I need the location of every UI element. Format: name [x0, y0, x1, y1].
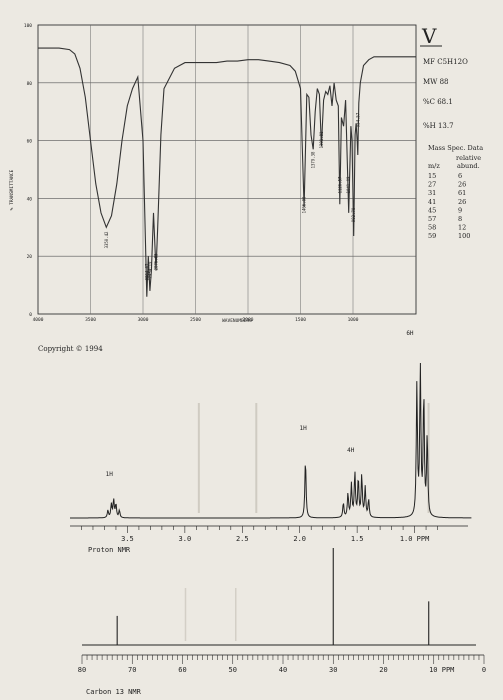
ir-peak-label: 2964.67: [144, 263, 149, 280]
mass-spec-mz: 27: [428, 181, 436, 189]
proton-integration-label: 6H: [406, 330, 414, 337]
proton-integration-label: 1H: [106, 471, 114, 478]
mass-spec-col2-line1: relative: [456, 154, 481, 162]
proton-nmr-spectrum-line: [70, 362, 472, 519]
ir-x-tick-label: 1000: [348, 317, 359, 323]
carbon-nmr-faint-grid: [82, 588, 476, 646]
proton-tick-label: 2.5: [236, 535, 249, 543]
ir-y-tick-label: 20: [27, 254, 33, 260]
mass-spec-mz: 41: [428, 198, 436, 206]
proton-nmr-integrations: 1H 1H 4H 6H: [106, 330, 414, 478]
hydrogen-percent: %H 13.7: [423, 122, 454, 130]
ir-peak-label: 2876.03: [154, 253, 159, 270]
proton-tick-label: 3.5: [121, 535, 134, 543]
ir-peak-label: 1466.00: [302, 196, 307, 213]
mass-spec-mz: 57: [428, 215, 436, 223]
mass-spec-rows: 15 6 27 26 31 61 41 26 45 9 57 8 58 12 59 100: [428, 172, 470, 240]
ir-peak-label: 954.57: [355, 112, 360, 127]
molecular-formula: MF C5H12O: [423, 58, 468, 66]
proton-tick-label: 2.0: [293, 535, 306, 543]
sample-roman-numeral: V: [421, 24, 437, 48]
ir-peak-label: 993.70: [351, 207, 356, 222]
mass-spec-abund: 61: [458, 189, 466, 197]
mass-spec-abund: 100: [458, 232, 470, 240]
mass-spec-abund: 26: [458, 198, 466, 206]
proton-tick-label: 3.0: [179, 535, 192, 543]
proton-nmr-label: Proton NMR: [88, 546, 131, 554]
mass-spec-abund: 26: [458, 181, 466, 189]
proton-tick-label: 1.5: [351, 535, 364, 543]
mass-spec-mz: 31: [428, 189, 436, 197]
proton-nmr-faint-grid: [197, 403, 430, 513]
mass-spec-mz: 15: [428, 172, 436, 180]
ir-x-tick-label: 2500: [190, 317, 201, 323]
ir-peak-label: 1126.57: [337, 176, 342, 193]
carbon-tick-label: 30: [329, 666, 337, 674]
carbon-tick-label: 80: [78, 666, 86, 674]
ir-peak-label: 2934.19: [147, 261, 152, 278]
ir-x-tick-label: 2000: [243, 317, 254, 323]
proton-tick-label: 1.0 PPM: [400, 535, 430, 543]
ir-y-axis-label: % TRANSMITTANCE: [9, 169, 15, 210]
carbon-tick-label: 0: [482, 666, 486, 674]
carbon-tick-label: 20: [379, 666, 387, 674]
proton-integration-label: 1H: [299, 425, 307, 432]
carbon-tick-label: 60: [178, 666, 186, 674]
ir-chart-frame: [37, 24, 417, 315]
ir-grid: [38, 25, 416, 314]
ir-y-tick-label: 40: [27, 196, 33, 202]
ir-y-tick-label: 100: [24, 23, 32, 29]
ir-peak-label: 1301.81: [319, 131, 324, 148]
ir-peak-label: 1041.09: [346, 176, 351, 193]
ir-plot-border: [37, 24, 417, 315]
carbon-nmr-axis: 80 70 60 50 40 30 20 10 PPM 0: [78, 654, 486, 674]
carbon-tick-label: 10 PPM: [429, 666, 454, 674]
carbon-tick-label: 70: [128, 666, 136, 674]
mass-spec-mz: 58: [428, 224, 436, 232]
carbon-percent: %C 68.1: [423, 98, 453, 106]
ir-x-tick-label: 1500: [295, 317, 306, 323]
mass-spec-mz: 45: [428, 206, 436, 214]
carbon-nmr-peaks: [116, 548, 430, 645]
ir-y-ticks: 100 80 60 40 20 0: [24, 23, 32, 318]
ir-x-ticks: 4000 3500 3000 2500 2000 1500 1000: [33, 317, 359, 323]
mass-spec-col2-line2: abund.: [457, 162, 480, 170]
proton-integration-label: 4H: [347, 447, 355, 454]
ir-y-tick-label: 60: [27, 139, 33, 145]
copyright-notice: Copyright © 1994: [38, 345, 103, 353]
mass-spec-abund: 6: [458, 172, 462, 180]
ir-x-tick-label: 4000: [33, 317, 44, 323]
carbon-tick-label: 40: [279, 666, 287, 674]
ir-x-axis-label: WAVENUMBERS: [222, 318, 252, 324]
ir-y-tick-label: 0: [29, 312, 32, 318]
ir-spectrum-line: [38, 47, 416, 297]
ir-peak-label: 1379.38: [311, 151, 316, 168]
mass-spec-col1-header: m/z: [428, 162, 440, 170]
carbon-nmr-label: Carbon 13 NMR: [86, 688, 142, 696]
ir-y-tick-label: 80: [27, 81, 33, 87]
molecular-weight: MW 88: [423, 78, 449, 86]
proton-nmr-axis: 3.5 3.0 2.5 2.0 1.5 1.0 PPM: [70, 525, 468, 543]
mass-spec-abund: 8: [458, 215, 462, 223]
mass-spec-title: Mass Spec. Data: [428, 144, 483, 152]
ir-peak-label: 3350.42: [104, 231, 109, 248]
ir-x-tick-label: 3000: [138, 317, 149, 323]
mass-spec-abund: 9: [458, 206, 462, 214]
mass-spec-abund: 12: [458, 224, 466, 232]
mass-spec-mz: 59: [428, 232, 436, 240]
carbon-tick-label: 50: [229, 666, 237, 674]
mass-spec-table: Mass Spec. Data relative m/z abund. 15 62…: [428, 144, 483, 240]
ir-x-tick-label: 3500: [85, 317, 96, 323]
